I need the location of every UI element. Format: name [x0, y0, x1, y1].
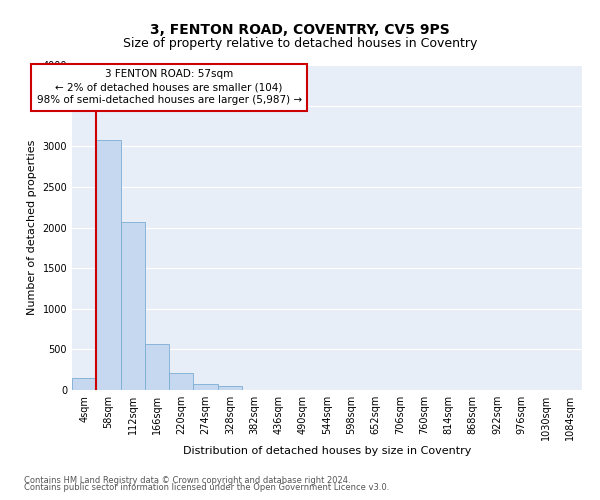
Bar [121, 222, 145, 390]
Text: 3, FENTON ROAD, COVENTRY, CV5 9PS: 3, FENTON ROAD, COVENTRY, CV5 9PS [150, 22, 450, 36]
Bar [218, 386, 242, 390]
X-axis label: Distribution of detached houses by size in Coventry: Distribution of detached houses by size … [183, 446, 471, 456]
Bar [72, 378, 96, 390]
Text: 3 FENTON ROAD: 57sqm
← 2% of detached houses are smaller (104)
98% of semi-detac: 3 FENTON ROAD: 57sqm ← 2% of detached ho… [37, 69, 302, 106]
Bar [193, 384, 218, 390]
Text: Contains HM Land Registry data © Crown copyright and database right 2024.: Contains HM Land Registry data © Crown c… [24, 476, 350, 485]
Y-axis label: Number of detached properties: Number of detached properties [27, 140, 37, 315]
Bar [145, 344, 169, 390]
Text: Size of property relative to detached houses in Coventry: Size of property relative to detached ho… [123, 38, 477, 51]
Bar [169, 373, 193, 390]
Text: Contains public sector information licensed under the Open Government Licence v3: Contains public sector information licen… [24, 484, 389, 492]
Bar [96, 140, 121, 390]
